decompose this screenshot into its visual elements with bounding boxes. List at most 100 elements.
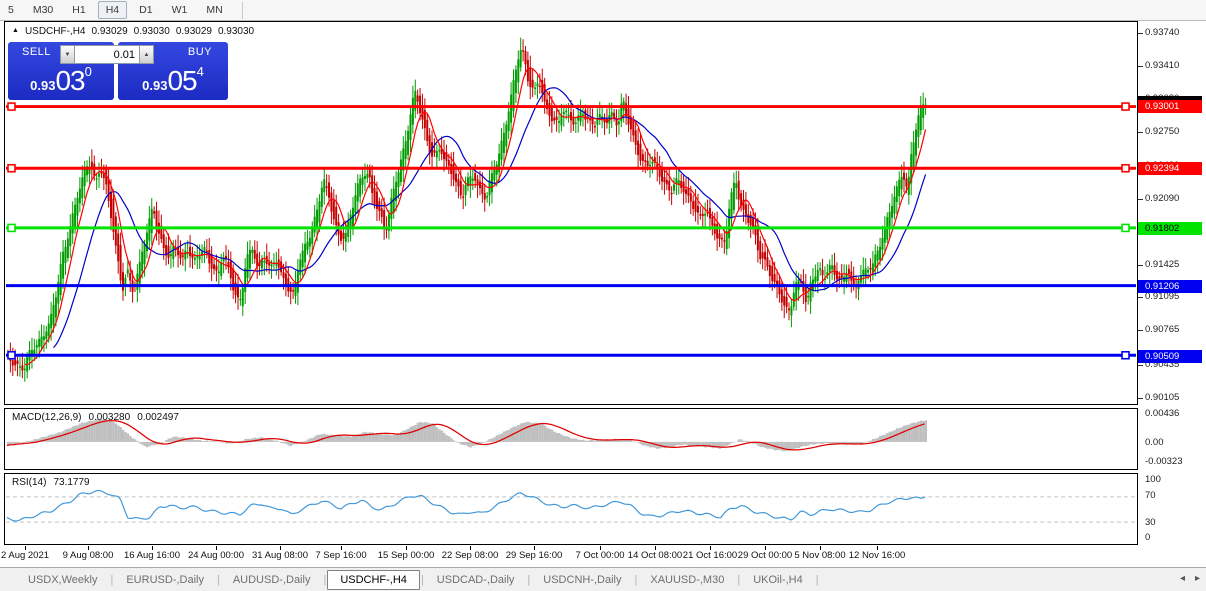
- macd-axis-tick: -0.00323: [1145, 456, 1183, 467]
- rsi-axis-tick: 30: [1145, 517, 1156, 528]
- buy-price: 0.93054: [142, 64, 204, 96]
- date-label: 9 Aug 08:00: [62, 550, 114, 561]
- toolbar-divider: [241, 1, 243, 19]
- date-label: 12 Nov 16:00: [848, 550, 906, 561]
- date-tick: [765, 546, 766, 550]
- timeframe-D1[interactable]: D1: [139, 4, 153, 16]
- volume-stepper: ▼ 0.01 ▲: [60, 45, 154, 64]
- date-tick: [534, 546, 535, 550]
- price-axis-tick: 0.90105: [1137, 392, 1180, 403]
- ohlc-close: 0.93030: [217, 26, 255, 37]
- date-label: 7 Oct 00:00: [575, 550, 625, 561]
- tab-separator: |: [634, 573, 638, 586]
- date-tick: [600, 546, 601, 550]
- buy-label: BUY: [187, 46, 212, 58]
- rsi-label: RSI(14) 73.1779: [12, 477, 90, 488]
- price-axis-tick: 0.92750: [1137, 126, 1180, 137]
- one-click-trading-panel: SELL 0.93030 BUY 0.93054 ▼ 0.01 ▲: [8, 42, 228, 100]
- hline-label-0.90509: 0.90509: [1138, 350, 1202, 363]
- date-tick: [280, 546, 281, 550]
- volume-increase-button[interactable]: ▲: [139, 45, 154, 64]
- timeframe-H1[interactable]: H1: [72, 4, 86, 16]
- date-label: 31 Aug 08:00: [252, 550, 308, 561]
- date-tick: [877, 546, 878, 550]
- tab-EURUSD-,Daily[interactable]: EURUSD-,Daily: [126, 573, 204, 586]
- timeframe-H4[interactable]: H4: [97, 1, 128, 19]
- collapse-icon[interactable]: ▲: [12, 27, 19, 34]
- tab-USDCAD-,Daily[interactable]: USDCAD-,Daily: [436, 573, 515, 586]
- date-label: 14 Oct 08:00: [627, 550, 683, 561]
- macd-panel[interactable]: [4, 408, 1138, 470]
- chart-symbol: USDCHF-,H4: [24, 26, 86, 37]
- timeframe-W1[interactable]: W1: [171, 4, 188, 16]
- date-tick: [341, 546, 342, 550]
- rsi-axis-tick: 100: [1145, 474, 1161, 485]
- tab-scroll-left-icon[interactable]: ◂: [1179, 573, 1185, 584]
- timeframe-5[interactable]: 5: [8, 4, 14, 16]
- date-tick: [710, 546, 711, 550]
- date-label: 29 Sep 16:00: [505, 550, 563, 561]
- tab-USDCNH-,Daily[interactable]: USDCNH-,Daily: [543, 573, 622, 586]
- date-tick: [25, 546, 26, 550]
- sell-price: 0.93030: [30, 64, 92, 96]
- price-axis-tick: 0.91095: [1137, 291, 1180, 302]
- date-tick: [820, 546, 821, 550]
- hline-label-0.91802: 0.91802: [1138, 222, 1202, 235]
- macd-main-value: 0.003280: [88, 412, 131, 423]
- macd-chart[interactable]: [5, 409, 1137, 469]
- date-label: 15 Sep 00:00: [377, 550, 435, 561]
- rsi-value: 73.1779: [53, 477, 90, 488]
- ohlc-high: 0.93030: [133, 26, 170, 37]
- date-label: 22 Sep 08:00: [441, 550, 499, 561]
- macd-signal-value: 0.002497: [137, 412, 179, 423]
- price-chart-panel[interactable]: [4, 21, 1138, 405]
- rsi-chart[interactable]: [5, 474, 1137, 544]
- macd-axis-tick: 0.00436: [1145, 408, 1180, 419]
- tab-AUDUSD-,Daily[interactable]: AUDUSD-,Daily: [232, 573, 311, 586]
- tab-separator: |: [420, 573, 424, 586]
- hline-label-0.91206: 0.91206: [1138, 280, 1202, 293]
- tab-separator: |: [527, 573, 531, 586]
- timeframe-toolbar: 5 M30 H1 H4 D1 W1 MN: [0, 0, 1206, 21]
- tab-separator: |: [323, 573, 327, 586]
- price-chart[interactable]: [5, 22, 1137, 404]
- timeframe-M30[interactable]: M30: [32, 4, 54, 16]
- date-label: 21 Oct 16:00: [682, 550, 738, 561]
- date-tick: [216, 546, 217, 550]
- volume-decrease-button[interactable]: ▼: [60, 45, 75, 64]
- volume-input[interactable]: 0.01: [75, 45, 139, 64]
- price-axis-tick: 0.93410: [1137, 60, 1180, 71]
- rsi-panel[interactable]: [4, 473, 1138, 545]
- price-axis-tick: 0.93740: [1137, 27, 1180, 38]
- ohlc-open: 0.93029: [91, 26, 128, 37]
- date-label: 7 Sep 16:00: [315, 550, 367, 561]
- date-tick: [406, 546, 407, 550]
- tab-separator: |: [216, 573, 220, 586]
- sell-label: SELL: [22, 46, 51, 58]
- tab-UKOil-,H4[interactable]: UKOil-,H4: [753, 573, 803, 586]
- tab-USDX,Weekly[interactable]: USDX,Weekly: [28, 573, 98, 586]
- tab-USDCHF-,H4[interactable]: USDCHF-,H4: [327, 569, 420, 590]
- price-axis-tick: 0.90765: [1137, 324, 1180, 335]
- date-label: 24 Aug 00:00: [188, 550, 244, 561]
- price-axis-tick: 0.92090: [1137, 193, 1180, 204]
- macd-axis-tick: 0.00: [1145, 437, 1164, 448]
- tab-XAUUSD-,M30[interactable]: XAUUSD-,M30: [650, 573, 725, 586]
- date-label: 29 Oct 00:00: [737, 550, 793, 561]
- date-tick: [152, 546, 153, 550]
- rsi-axis-tick: 0: [1145, 532, 1151, 543]
- date-label: 5 Nov 08:00: [794, 550, 846, 561]
- date-label: 2 Aug 2021: [0, 550, 50, 561]
- price-axis-tick: 0.91425: [1137, 259, 1180, 270]
- tab-separator: |: [815, 573, 819, 586]
- rsi-axis-tick: 70: [1145, 490, 1156, 501]
- chart-tab-bar: USDX,Weekly | EURUSD-,Daily | AUDUSD-,Daily |…: [0, 567, 1206, 591]
- tab-navigation: ◂ ▸: [1180, 573, 1200, 584]
- date-tick: [655, 546, 656, 550]
- tab-scroll-right-icon[interactable]: ▸: [1194, 573, 1200, 584]
- tab-separator: |: [737, 573, 741, 586]
- timeframe-MN[interactable]: MN: [206, 4, 223, 16]
- chart-header: ▲ USDCHF-,H4 0.93029 0.93030 0.93029 0.9…: [12, 26, 254, 37]
- hline-label-0.93001: 0.93001: [1138, 100, 1202, 113]
- date-tick: [88, 546, 89, 550]
